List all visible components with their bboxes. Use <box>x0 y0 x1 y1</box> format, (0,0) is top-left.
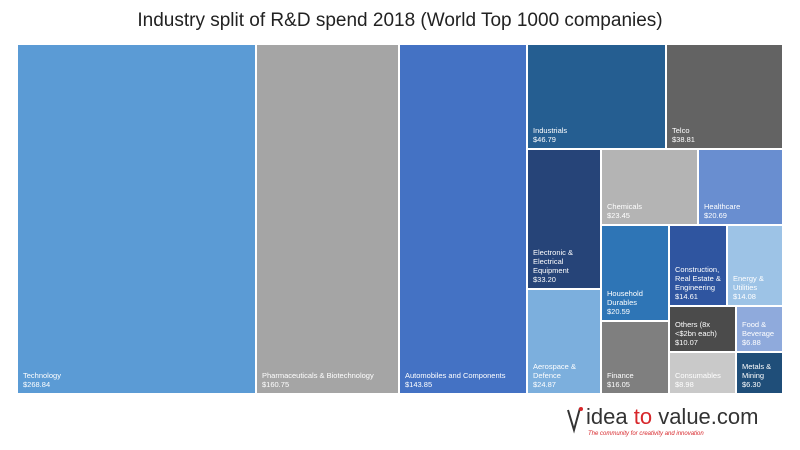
logo-text-part2: to <box>633 404 653 429</box>
tile-value-food-beverage: $6.88 <box>742 338 761 347</box>
tile-rect-automobiles-and-components <box>400 45 526 393</box>
logo-tagline: The community for creativity and innovat… <box>588 431 704 437</box>
tile-label-telco: Telco <box>672 126 690 135</box>
tile-label-consumables: Consumables <box>675 371 721 380</box>
tile-rect-industrials <box>528 45 665 148</box>
tile-label-chemicals: Chemicals <box>607 202 642 211</box>
tile-label-electronic-electrical-equipment: Electrical <box>533 257 564 266</box>
tile-value-automobiles-and-components: $143.85 <box>405 380 432 389</box>
tile-value-industrials: $46.79 <box>533 135 556 144</box>
tile-rect-technology <box>18 45 255 393</box>
tile-label-electronic-electrical-equipment: Electronic & <box>533 248 573 257</box>
tile-label-pharmaceuticals-biotechnology: Pharmaceuticals & Biotechnology <box>262 371 374 380</box>
tile-label-energy-utilities: Energy & <box>733 274 764 283</box>
tile-rect-others-8x-2bn-each <box>670 307 735 351</box>
logo-text-part1: idea <box>586 404 634 429</box>
tile-value-healthcare: $20.69 <box>704 211 727 220</box>
tile-label-construction-real-estate-engineering: Construction, <box>675 265 719 274</box>
tile-label-aerospace-defence: Aerospace & <box>533 362 576 371</box>
tile-label-automobiles-and-components: Automobiles and Components <box>405 371 506 380</box>
tile-label-household-durables: Household <box>607 289 643 298</box>
tile-label-metals-mining: Mining <box>742 371 764 380</box>
tile-automobiles-and-components: Automobiles and Components$143.85 <box>400 45 526 393</box>
tile-rect-telco <box>667 45 782 148</box>
tile-label-construction-real-estate-engineering: Real Estate & <box>675 274 721 283</box>
tile-aerospace-defence: Aerospace &Defence$24.87 <box>528 290 600 393</box>
tile-value-household-durables: $20.59 <box>607 307 630 316</box>
tile-consumables: Consumables$8.98 <box>670 353 735 393</box>
tile-rect-pharmaceuticals-biotechnology <box>257 45 398 393</box>
tile-rect-household-durables <box>602 226 668 320</box>
tile-label-others-8x-2bn-each: Others (8x <box>675 320 710 329</box>
tile-value-energy-utilities: $14.08 <box>733 292 756 301</box>
tile-label-finance: Finance <box>607 371 634 380</box>
tile-rect-finance <box>602 322 668 393</box>
logo-text: idea to value.com <box>586 404 758 430</box>
tile-rect-chemicals <box>602 150 697 224</box>
tile-pharmaceuticals-biotechnology: Pharmaceuticals & Biotechnology$160.75 <box>257 45 398 393</box>
tile-value-others-8x-2bn-each: $10.07 <box>675 338 698 347</box>
tile-label-food-beverage: Food & <box>742 320 766 329</box>
tile-industrials: Industrials$46.79 <box>528 45 665 148</box>
tile-healthcare: Healthcare$20.69 <box>699 150 782 224</box>
tile-label-healthcare: Healthcare <box>704 202 740 211</box>
tile-rect-consumables <box>670 353 735 393</box>
tile-value-aerospace-defence: $24.87 <box>533 380 556 389</box>
tile-construction-real-estate-engineering: Construction,Real Estate &Engineering$14… <box>670 226 726 305</box>
tile-value-electronic-electrical-equipment: $33.20 <box>533 275 556 284</box>
tile-value-telco: $38.81 <box>672 135 695 144</box>
tile-label-food-beverage: Beverage <box>742 329 774 338</box>
tile-value-chemicals: $23.45 <box>607 211 630 220</box>
tile-label-electronic-electrical-equipment: Equipment <box>533 266 570 275</box>
tile-label-construction-real-estate-engineering: Engineering <box>675 283 715 292</box>
tile-value-technology: $268.84 <box>23 380 50 389</box>
logo-text-part3: value.com <box>652 404 759 429</box>
tile-value-pharmaceuticals-biotechnology: $160.75 <box>262 380 289 389</box>
tile-label-industrials: Industrials <box>533 126 567 135</box>
tile-others-8x-2bn-each: Others (8x<$2bn each)$10.07 <box>670 307 735 351</box>
tile-telco: Telco$38.81 <box>667 45 782 148</box>
tile-rect-metals-mining <box>737 353 782 393</box>
tile-technology: Technology$268.84 <box>18 45 255 393</box>
chart-title: Industry split of R&D spend 2018 (World … <box>137 10 663 31</box>
tile-value-consumables: $8.98 <box>675 380 694 389</box>
tile-label-household-durables: Durables <box>607 298 637 307</box>
tile-label-energy-utilities: Utilities <box>733 283 757 292</box>
tile-rect-electronic-electrical-equipment <box>528 150 600 288</box>
tile-value-construction-real-estate-engineering: $14.61 <box>675 292 698 301</box>
tile-value-finance: $16.05 <box>607 380 630 389</box>
tile-rect-construction-real-estate-engineering <box>670 226 726 305</box>
tile-rect-aerospace-defence <box>528 290 600 393</box>
tile-label-metals-mining: Metals & <box>742 362 771 371</box>
logo-mark-icon <box>567 407 583 434</box>
tile-rect-food-beverage <box>737 307 782 351</box>
tile-food-beverage: Food &Beverage$6.88 <box>737 307 782 351</box>
tile-chemicals: Chemicals$23.45 <box>602 150 697 224</box>
tile-label-others-8x-2bn-each: <$2bn each) <box>675 329 717 338</box>
tile-finance: Finance$16.05 <box>602 322 668 393</box>
tile-value-metals-mining: $6.30 <box>742 380 761 389</box>
tile-label-aerospace-defence: Defence <box>533 371 561 380</box>
brand-logo: idea to value.com The community for crea… <box>566 404 786 444</box>
tile-rect-energy-utilities <box>728 226 782 305</box>
tile-energy-utilities: Energy &Utilities$14.08 <box>728 226 782 305</box>
tile-rect-healthcare <box>699 150 782 224</box>
tile-label-technology: Technology <box>23 371 61 380</box>
tile-metals-mining: Metals &Mining$6.30 <box>737 353 782 393</box>
